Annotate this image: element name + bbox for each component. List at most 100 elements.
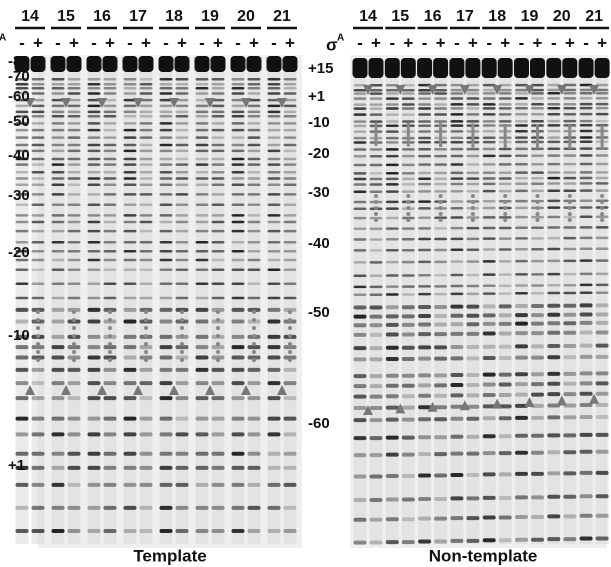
well-band [353, 58, 368, 78]
band [580, 206, 593, 209]
band [212, 506, 225, 510]
band [52, 122, 65, 125]
band [176, 78, 189, 81]
band [499, 292, 512, 295]
band [499, 322, 512, 326]
protection-dot [36, 358, 40, 362]
band [354, 125, 367, 128]
well-band [433, 58, 448, 78]
band [531, 434, 544, 438]
band [580, 312, 593, 316]
band [196, 144, 209, 147]
band [176, 150, 189, 153]
band [515, 103, 528, 106]
band [68, 417, 81, 421]
band [370, 498, 383, 502]
band [16, 432, 29, 436]
protection-dot [180, 318, 184, 322]
band [32, 105, 45, 108]
band [596, 248, 609, 251]
position-marker: -50 [308, 304, 330, 321]
band [16, 396, 29, 400]
band [450, 124, 463, 127]
band [124, 87, 137, 90]
band [160, 83, 173, 86]
band [160, 268, 173, 271]
band [354, 374, 367, 378]
lane-smear [354, 78, 367, 544]
band [354, 89, 367, 92]
band [386, 190, 399, 193]
band [68, 250, 81, 253]
band [88, 136, 101, 139]
band [268, 308, 281, 312]
protection-dot [288, 342, 292, 346]
band [32, 221, 45, 224]
band [212, 432, 225, 436]
band [104, 111, 117, 114]
band [68, 144, 81, 147]
band [16, 171, 29, 174]
band [32, 136, 45, 139]
protection-dot [216, 310, 220, 314]
band [248, 241, 261, 244]
band [354, 384, 367, 388]
protection-dot [439, 212, 443, 216]
band [232, 230, 245, 233]
band [531, 382, 544, 386]
band [52, 320, 65, 324]
protection-dot [72, 310, 76, 314]
band [232, 345, 245, 349]
band [354, 306, 367, 310]
band [140, 78, 153, 81]
band [232, 529, 245, 533]
band [268, 92, 281, 95]
band [124, 163, 137, 166]
band [547, 382, 560, 386]
band [499, 260, 512, 263]
band [52, 193, 65, 196]
band [531, 313, 544, 317]
band [466, 172, 479, 175]
band [212, 136, 225, 139]
band [386, 178, 399, 181]
band [104, 193, 117, 196]
band [466, 103, 479, 106]
band [212, 158, 225, 161]
band [483, 331, 496, 335]
band [32, 241, 45, 244]
band [596, 514, 609, 518]
band [196, 320, 209, 324]
band [450, 452, 463, 456]
band [232, 150, 245, 153]
band [418, 137, 431, 140]
band [32, 466, 45, 470]
band [248, 221, 261, 224]
band [580, 130, 593, 133]
band [483, 313, 496, 317]
band [434, 517, 447, 521]
band [563, 344, 576, 348]
band [32, 417, 45, 421]
protection-dot [406, 194, 410, 198]
band [386, 305, 399, 309]
band [232, 193, 245, 196]
band [284, 250, 297, 253]
band [52, 163, 65, 166]
band [547, 514, 560, 518]
band [531, 304, 544, 308]
band [483, 292, 496, 295]
band [483, 373, 496, 377]
well-band [103, 56, 118, 72]
band [547, 226, 560, 229]
protection-dot [72, 342, 76, 346]
band [466, 155, 479, 158]
band [499, 496, 512, 500]
band [176, 259, 189, 262]
band [499, 331, 512, 335]
band [32, 144, 45, 147]
band [450, 373, 463, 377]
band [386, 497, 399, 501]
band [531, 451, 544, 455]
band [434, 394, 447, 398]
